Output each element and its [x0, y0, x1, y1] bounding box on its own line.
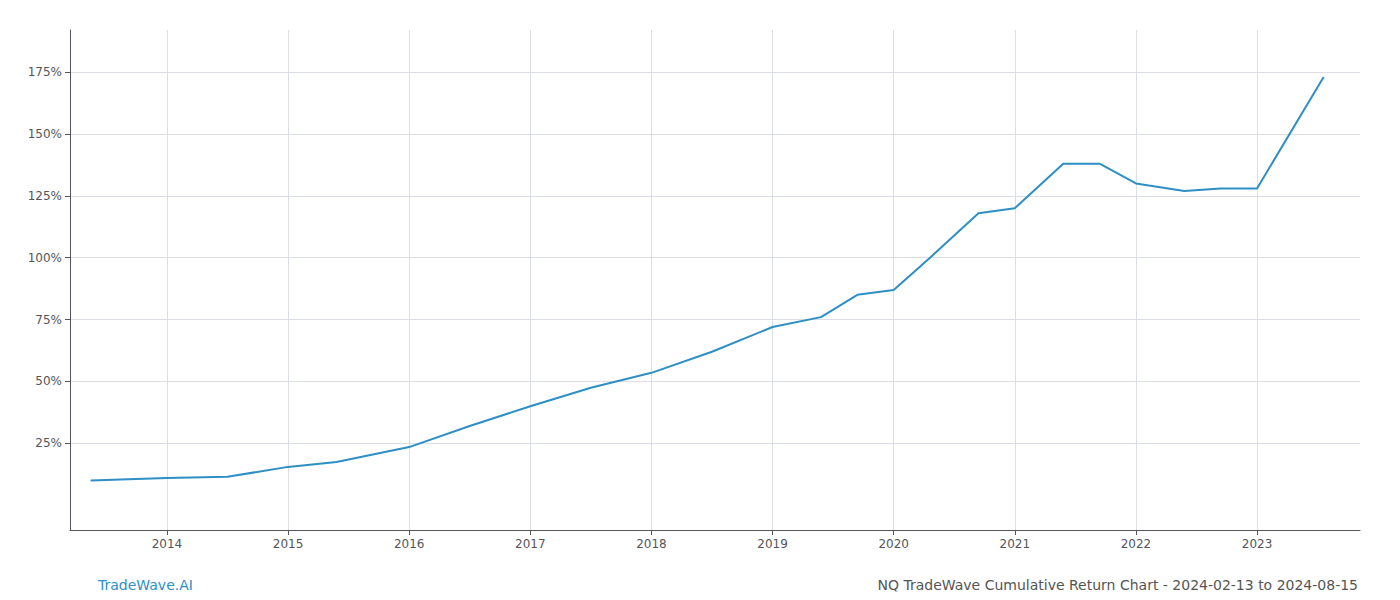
svg-text:NQ TradeWave Cumulative Return: NQ TradeWave Cumulative Return Chart - 2… [877, 577, 1358, 593]
svg-text:2020: 2020 [878, 537, 909, 551]
svg-text:50%: 50% [35, 374, 62, 388]
svg-text:2016: 2016 [394, 537, 425, 551]
svg-text:150%: 150% [28, 127, 62, 141]
svg-text:2019: 2019 [757, 537, 788, 551]
svg-text:175%: 175% [28, 65, 62, 79]
svg-text:2014: 2014 [152, 537, 183, 551]
svg-text:100%: 100% [28, 251, 62, 265]
svg-text:2018: 2018 [636, 537, 667, 551]
svg-text:2015: 2015 [273, 537, 304, 551]
svg-text:2023: 2023 [1242, 537, 1273, 551]
svg-text:2022: 2022 [1121, 537, 1152, 551]
svg-text:125%: 125% [28, 189, 62, 203]
svg-text:2021: 2021 [1000, 537, 1031, 551]
svg-text:25%: 25% [35, 436, 62, 450]
svg-text:75%: 75% [35, 313, 62, 327]
svg-text:TradeWave.AI: TradeWave.AI [97, 577, 193, 593]
svg-text:2017: 2017 [515, 537, 546, 551]
